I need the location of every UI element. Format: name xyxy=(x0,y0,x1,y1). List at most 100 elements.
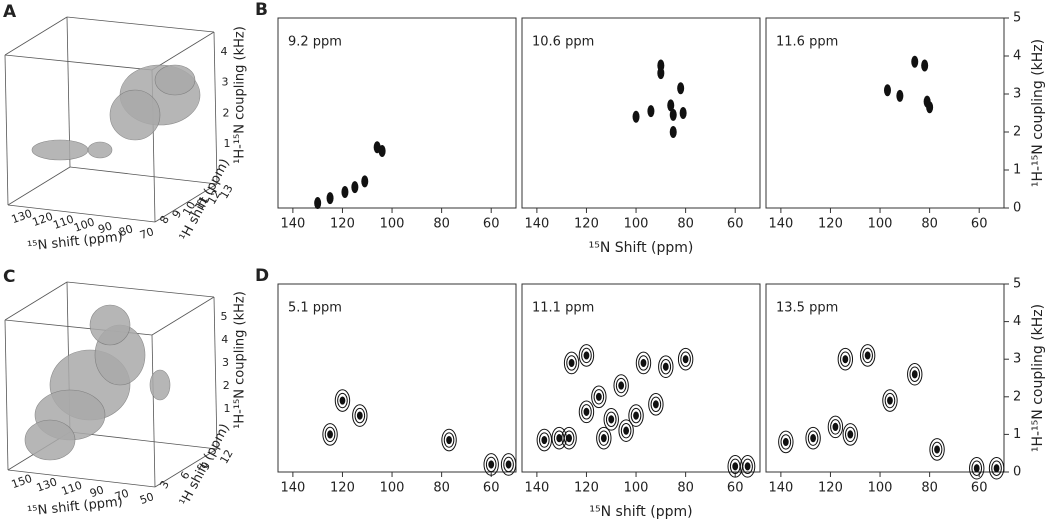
peak xyxy=(351,181,359,194)
peak-contour xyxy=(662,362,669,371)
x-tick-label: 100 xyxy=(624,481,649,496)
x-tick-label: 120 xyxy=(330,217,355,232)
peak-contour xyxy=(613,374,629,397)
peak xyxy=(647,105,655,118)
peak-contour xyxy=(887,396,893,405)
peak-contour xyxy=(682,355,689,364)
plot-frame xyxy=(765,283,1005,473)
peak-contour xyxy=(628,404,644,427)
peak xyxy=(658,355,674,379)
peak-contour xyxy=(991,460,1002,476)
plot-frame xyxy=(521,17,761,209)
y-tick-label: 10 xyxy=(180,199,198,218)
peak-contour xyxy=(882,389,898,412)
peak-contour xyxy=(677,82,685,95)
peak-contour xyxy=(778,430,794,454)
peak xyxy=(618,419,634,442)
box-edge xyxy=(69,431,218,450)
y-tick-label: 5 xyxy=(1013,277,1021,292)
z-tick-label: 4 xyxy=(221,333,228,346)
z-tick-label: 3 xyxy=(222,76,229,89)
peak-contour xyxy=(595,392,602,401)
peak-contour xyxy=(840,351,851,367)
peak-contour xyxy=(337,392,348,409)
peak-contour xyxy=(969,456,985,480)
z-axis-title: ¹H-¹⁵N coupling (kHz) xyxy=(233,291,248,429)
peak-contour xyxy=(934,445,940,454)
x-tick-label: 80 xyxy=(433,217,450,232)
peak-contour xyxy=(441,428,457,452)
plot-frame xyxy=(277,17,517,209)
peak xyxy=(635,351,652,375)
panel-title: 9.2 ppm xyxy=(288,35,342,50)
peak xyxy=(739,455,756,478)
peak-contour xyxy=(581,347,592,364)
peak-contour xyxy=(446,435,452,445)
peak-contour xyxy=(667,99,675,112)
peak-contour xyxy=(566,355,577,371)
peak-contour xyxy=(864,351,871,360)
peak-contour xyxy=(782,437,789,447)
y-axis-title: ¹H shift (ppm) xyxy=(177,421,233,508)
x-tick-label: 60 xyxy=(483,481,500,496)
peak xyxy=(536,428,553,452)
x-tick-label: 60 xyxy=(727,481,744,496)
peak xyxy=(648,393,664,416)
peak xyxy=(882,389,898,412)
peak-contour xyxy=(583,351,590,360)
peak-contour xyxy=(618,381,625,390)
peak xyxy=(929,438,945,461)
peak xyxy=(578,400,595,424)
peak xyxy=(921,59,929,72)
peak-contour xyxy=(847,430,854,439)
peak-contour xyxy=(638,355,649,371)
y-tick-label: 3 xyxy=(1013,87,1021,102)
x-tick-label: 140 xyxy=(524,217,549,232)
box-edge xyxy=(66,16,215,33)
x-tick-label: 110 xyxy=(60,479,84,498)
y-tick-label: 1 xyxy=(1013,427,1021,442)
isosurface xyxy=(31,139,89,161)
panel-letter: A xyxy=(3,2,17,22)
box-edge xyxy=(4,319,9,471)
peak xyxy=(805,426,821,450)
peak xyxy=(778,430,794,454)
x-tick-label: 150 xyxy=(10,472,34,491)
z-tick-label: 4 xyxy=(221,45,228,58)
box-edge xyxy=(4,281,68,321)
peak xyxy=(988,456,1005,480)
peak-contour xyxy=(361,175,369,188)
z-tick-label: 1 xyxy=(224,402,231,415)
peak xyxy=(596,426,612,450)
y-tick-label: 1 xyxy=(1013,163,1021,178)
peak xyxy=(896,89,904,102)
peak-contour xyxy=(539,432,550,448)
peak-contour xyxy=(657,67,665,80)
peak xyxy=(613,374,629,397)
peak xyxy=(334,389,351,412)
x-tick-label: 60 xyxy=(483,217,500,232)
peak-contour xyxy=(810,434,817,443)
peak-contour xyxy=(842,423,858,446)
peak xyxy=(926,101,934,114)
peak-contour xyxy=(541,435,548,445)
y-tick-label: 3 xyxy=(157,478,172,491)
x-tick-label: 100 xyxy=(868,481,893,496)
peak-contour xyxy=(844,426,856,443)
peak-contour xyxy=(356,411,363,420)
panel-letter: B xyxy=(255,0,268,20)
peak xyxy=(969,456,985,480)
z-axis-title: ¹H-¹⁵N coupling (kHz) xyxy=(233,26,248,164)
peak-contour xyxy=(561,426,577,450)
box-edge xyxy=(213,31,218,185)
peak-contour xyxy=(566,434,573,443)
peak-contour xyxy=(827,415,844,439)
x-tick-label: 140 xyxy=(524,481,549,496)
peak-contour xyxy=(842,355,849,364)
x-tick-label: 90 xyxy=(96,219,114,236)
peak-contour xyxy=(859,344,876,367)
peak-contour xyxy=(971,460,983,476)
y-tick-label: 2 xyxy=(1013,389,1021,404)
peak-contour xyxy=(669,126,677,138)
peak-contour xyxy=(907,362,923,386)
